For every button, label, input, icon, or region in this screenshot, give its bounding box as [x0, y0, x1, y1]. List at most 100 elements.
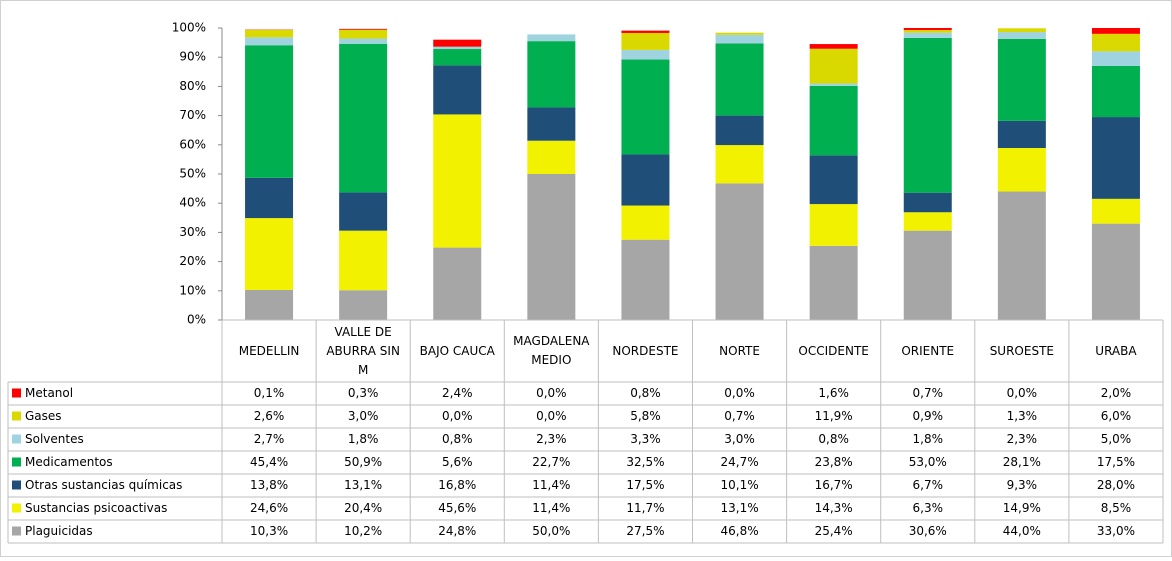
legend-label: Otras sustancias químicas — [25, 478, 182, 492]
legend-key — [12, 389, 21, 398]
table-value: 11,4% — [532, 501, 570, 515]
table-value: 1,3% — [1007, 409, 1038, 423]
y-tick-label: 90% — [179, 50, 206, 64]
legend-key — [12, 435, 21, 444]
bar-segment — [1092, 66, 1140, 117]
bar-segment — [716, 145, 764, 183]
table-value: 45,4% — [250, 455, 288, 469]
table-value: 32,5% — [626, 455, 664, 469]
table-value: 8,5% — [1101, 501, 1132, 515]
table-value: 45,6% — [438, 501, 476, 515]
y-tick-label: 40% — [179, 196, 206, 210]
bar-segment — [433, 248, 481, 320]
category-header: NORTE — [697, 322, 783, 380]
table-value: 0,9% — [913, 409, 944, 423]
legend-key — [12, 458, 21, 467]
legend-label: Metanol — [25, 386, 73, 400]
bar-segment — [339, 290, 387, 320]
legend-label: Medicamentos — [25, 455, 113, 469]
bar-segment — [433, 114, 481, 247]
legend-key — [12, 412, 21, 421]
bar-segment — [339, 39, 387, 44]
bar-segment — [1092, 199, 1140, 224]
category-header: SUROESTE — [979, 322, 1065, 380]
bar-segment — [621, 33, 669, 50]
x-tick-label: BAJO CAUCA — [414, 322, 500, 380]
table-value: 20,4% — [344, 501, 382, 515]
table-value: 2,6% — [254, 409, 285, 423]
legend-key — [12, 504, 21, 513]
table-value: 27,5% — [626, 524, 664, 538]
bar-segment — [245, 30, 293, 38]
table-value: 28,1% — [1003, 455, 1041, 469]
table-value: 0,7% — [913, 386, 944, 400]
table-value: 0,1% — [254, 386, 285, 400]
x-tick-label: URABA — [1073, 322, 1159, 380]
bar-segment — [998, 121, 1046, 148]
bar-segment — [433, 47, 481, 49]
y-tick-label: 10% — [179, 283, 206, 297]
y-tick-label: 50% — [179, 167, 206, 181]
x-tick-label: MEDELLIN — [226, 322, 312, 380]
bar-segment — [527, 174, 575, 320]
table-value: 16,7% — [815, 478, 853, 492]
table-value: 17,5% — [626, 478, 664, 492]
x-tick-label: NORDESTE — [602, 322, 688, 380]
bar-segment — [339, 44, 387, 193]
bar-segment — [339, 29, 387, 30]
y-tick-label: 100% — [172, 21, 206, 35]
bar-segment — [527, 34, 575, 41]
y-tick-label: 20% — [179, 254, 206, 268]
table-value: 2,0% — [1101, 386, 1132, 400]
bar-segment — [527, 107, 575, 140]
table-value: 11,7% — [626, 501, 664, 515]
table-value: 0,7% — [724, 409, 755, 423]
bar-segment — [527, 141, 575, 174]
bar-segment — [904, 30, 952, 33]
table-value: 11,9% — [815, 409, 853, 423]
table-value: 53,0% — [909, 455, 947, 469]
table-value: 2,7% — [254, 432, 285, 446]
category-header: OCCIDENTE — [791, 322, 877, 380]
table-value: 13,1% — [720, 501, 758, 515]
table-value: 25,4% — [815, 524, 853, 538]
table-value: 2,3% — [1007, 432, 1038, 446]
bar-segment — [621, 50, 669, 60]
bar-segment — [339, 30, 387, 39]
category-header: URABA — [1073, 322, 1159, 380]
table-value: 28,0% — [1097, 478, 1135, 492]
bar-segment — [621, 31, 669, 33]
bar-segment — [621, 206, 669, 240]
y-tick-label: 70% — [179, 108, 206, 122]
x-tick-label: OCCIDENTE — [791, 322, 877, 380]
table-value: 24,8% — [438, 524, 476, 538]
table-value: 5,8% — [630, 409, 661, 423]
legend-label: Solventes — [25, 432, 84, 446]
x-tick-label: VALLE DE ABURRA SIN M — [320, 322, 406, 380]
legend-label: Plaguicidas — [25, 524, 93, 538]
bar-segment — [433, 65, 481, 114]
bar-segment — [716, 33, 764, 35]
table-value: 10,3% — [250, 524, 288, 538]
bar-segment — [810, 49, 858, 84]
table-value: 24,6% — [250, 501, 288, 515]
bar-segment — [621, 240, 669, 320]
category-header: ORIENTE — [885, 322, 971, 380]
bar-segment — [810, 204, 858, 246]
bar-segment — [998, 148, 1046, 192]
category-header: BAJO CAUCA — [414, 322, 500, 380]
y-tick-label: 80% — [179, 79, 206, 93]
table-value: 6,7% — [913, 478, 944, 492]
table-value: 13,8% — [250, 478, 288, 492]
bar-segment — [245, 290, 293, 320]
bar-segment — [810, 44, 858, 49]
table-value: 5,0% — [1101, 432, 1132, 446]
table-value: 0,8% — [442, 432, 473, 446]
category-header: MEDELLIN — [226, 322, 312, 380]
bar-segment — [904, 38, 952, 193]
table-value: 9,3% — [1007, 478, 1038, 492]
table-value: 6,0% — [1101, 409, 1132, 423]
bar-segment — [433, 40, 481, 47]
